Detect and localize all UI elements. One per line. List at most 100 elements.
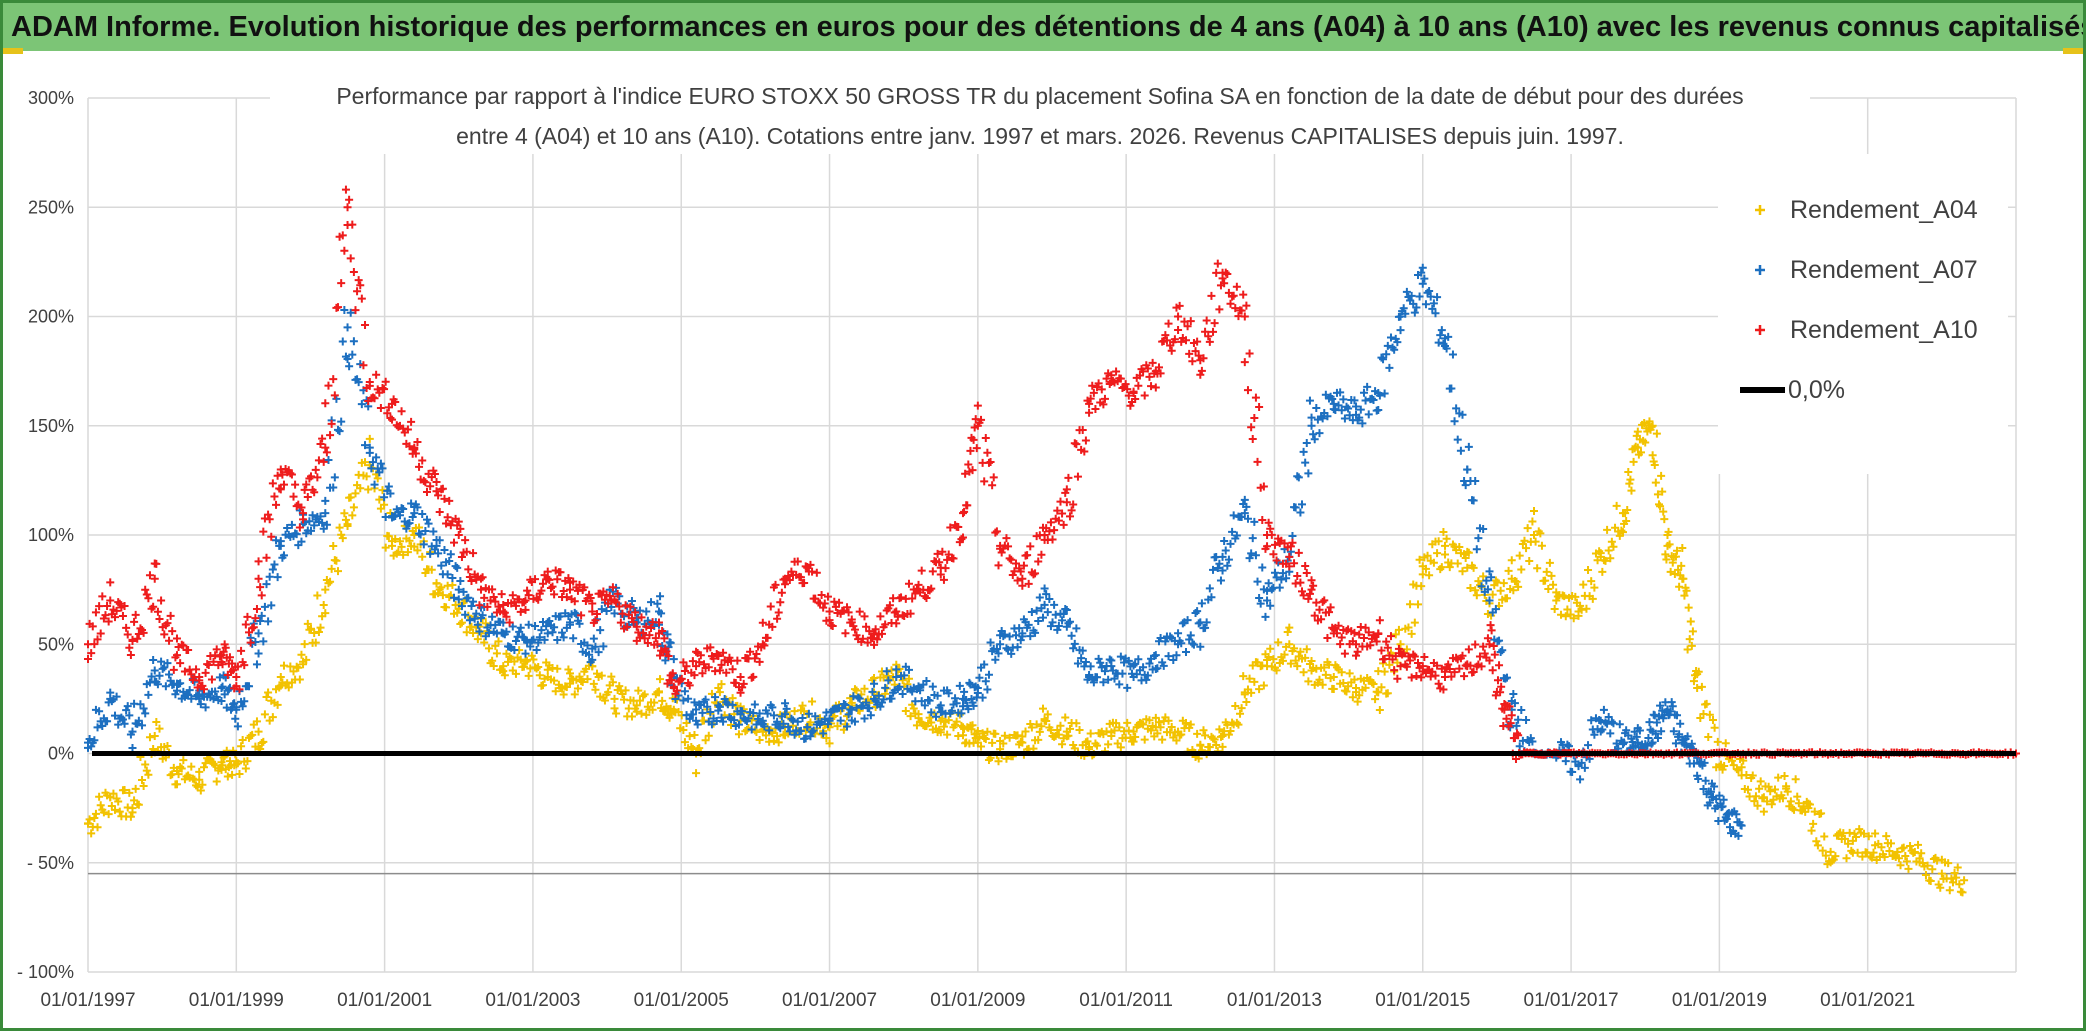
rendement-a07-point — [128, 744, 137, 753]
rendement-a07-point — [1668, 702, 1677, 711]
rendement-a10-point — [575, 580, 584, 589]
rendement-a04-point — [457, 618, 466, 627]
rendement-a10-point — [268, 479, 277, 488]
rendement-a04-point — [484, 644, 493, 653]
rendement-a04-point — [952, 717, 961, 726]
rendement-a10-point — [1175, 301, 1184, 310]
rendement-a10-point — [871, 625, 880, 634]
rendement-a04-point — [1488, 590, 1497, 599]
rendement-a04-point — [1533, 564, 1542, 573]
rendement-a07-point — [1479, 524, 1488, 533]
rendement-a04-point — [1266, 644, 1275, 653]
rendement-a07-point — [1261, 612, 1270, 621]
rendement-a04-point — [1651, 478, 1660, 487]
rendement-a04-point — [1656, 502, 1665, 511]
rendement-a07-point — [245, 682, 254, 691]
rendement-a07-point — [881, 683, 890, 692]
rendement-a04-point — [1696, 714, 1705, 723]
rendement-a07-point — [960, 687, 969, 696]
rendement-a10-point — [1089, 388, 1098, 397]
rendement-a07-point — [556, 612, 565, 621]
rendement-a10-point — [1161, 331, 1170, 340]
rendement-a04-point — [1953, 863, 1962, 872]
rendement-a04-point — [1590, 583, 1599, 592]
rendement-a07-point — [983, 685, 992, 694]
rendement-a07-point — [1045, 595, 1054, 604]
rendement-a10-point — [115, 599, 124, 608]
rendement-a04-point — [1507, 556, 1516, 565]
rendement-a10-point — [897, 593, 906, 602]
rendement-a10-point — [664, 652, 673, 661]
rendement-a04-point — [1844, 839, 1853, 848]
rendement-a10-point — [445, 496, 454, 505]
rendement-a10-point — [321, 443, 330, 452]
rendement-a07-point — [418, 509, 427, 518]
rendement-a10-point — [357, 294, 366, 303]
rendement-a04-point — [680, 738, 689, 747]
rendement-a10-point — [1410, 652, 1419, 661]
rendement-a04-point — [769, 736, 778, 745]
rendement-a07-point — [337, 417, 346, 426]
rendement-a10-point — [407, 417, 416, 426]
rendement-a07-point — [1186, 631, 1195, 640]
rendement-a04-point — [1525, 556, 1534, 565]
rendement-a04-point — [773, 732, 782, 741]
rendement-a10-point — [502, 612, 511, 621]
rendement-a07-point — [1054, 621, 1063, 630]
rendement-a04-point — [973, 738, 982, 747]
rendement-a04-point — [1434, 537, 1443, 546]
rendement-a07-point — [661, 656, 670, 665]
rendement-a07-point — [1652, 718, 1661, 727]
rendement-a10-point — [1272, 556, 1281, 565]
rendement-a04-point — [381, 543, 390, 552]
rendement-a10-point — [524, 591, 533, 600]
rendement-a04-point — [665, 713, 674, 722]
rendement-a07-point — [1228, 527, 1237, 536]
rendement-a07-point — [1383, 341, 1392, 350]
rendement-a04-point — [1739, 756, 1748, 765]
rendement-a07-point — [138, 721, 147, 730]
rendement-a07-point — [874, 691, 883, 700]
rendement-a10-point — [1099, 400, 1108, 409]
rendement-a10-point — [1412, 671, 1421, 680]
rendement-a10-point — [338, 231, 347, 240]
rendement-a07-point — [1159, 661, 1168, 670]
rendement-a07-point — [798, 713, 807, 722]
rendement-a10-point — [1034, 557, 1043, 566]
rendement-a10-point — [588, 607, 597, 616]
rendement-a07-point — [728, 700, 737, 709]
rendement-a07-point — [769, 711, 778, 720]
rendement-a04-point — [978, 729, 987, 738]
rendement-a04-point — [155, 724, 164, 733]
rendement-a10-point — [295, 523, 304, 532]
rendement-a07-point — [1420, 274, 1429, 283]
rendement-a04-point — [316, 623, 325, 632]
rendement-a10-point — [201, 668, 210, 677]
rendement-a04-point — [1926, 876, 1935, 885]
rendement-a10-point — [334, 303, 343, 312]
rendement-a04-point — [492, 649, 501, 658]
rendement-a07-point — [185, 686, 194, 695]
rendement-a07-point — [1482, 576, 1491, 585]
rendement-a10-point — [868, 634, 877, 643]
rendement-a10-point — [570, 597, 579, 606]
rendement-a04-point — [284, 683, 293, 692]
rendement-a07-point — [1123, 683, 1132, 692]
rendement-a07-point — [1016, 636, 1025, 645]
rendement-a10-point — [758, 618, 767, 627]
rendement-a10-point — [1406, 656, 1415, 665]
rendement-a07-point — [372, 453, 381, 462]
rendement-a10-point — [1475, 652, 1484, 661]
rendement-a07-point — [1267, 585, 1276, 594]
rendement-a10-point — [321, 399, 330, 408]
rendement-a10-point — [505, 618, 514, 627]
rendement-a10-point — [1239, 290, 1248, 299]
rendement-a10-point — [966, 446, 975, 455]
rendement-a04-point — [1383, 689, 1392, 698]
rendement-a07-point — [1048, 618, 1057, 627]
rendement-a07-point — [1469, 496, 1478, 505]
rendement-a10-point — [316, 440, 325, 449]
rendement-a10-point — [84, 655, 92, 664]
rendement-a04-point — [1818, 846, 1827, 855]
rendement-a07-point — [1255, 594, 1264, 603]
